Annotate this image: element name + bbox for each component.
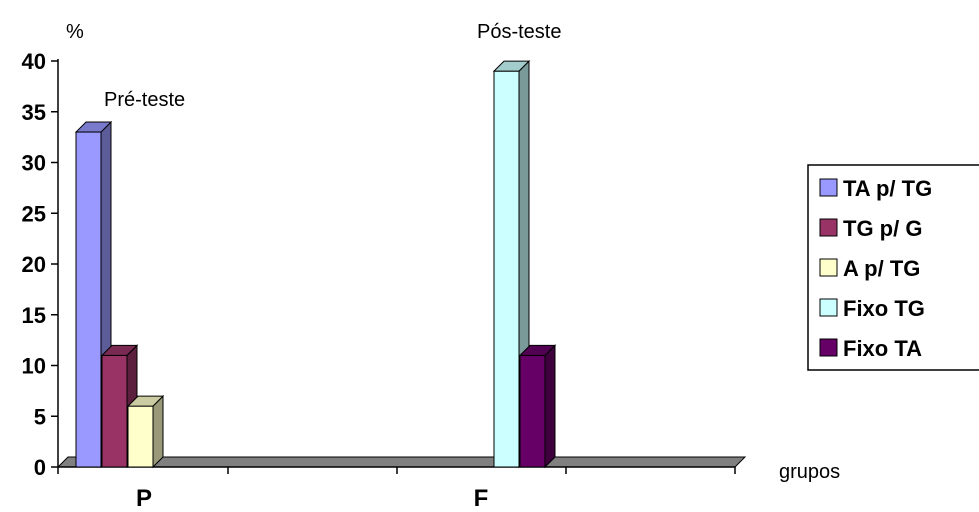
annotation-f: Pós-teste — [477, 21, 561, 43]
legend-swatch-1 — [819, 218, 838, 237]
labels: P F% grupos Pré-teste Pós-teste — [66, 21, 840, 512]
y-tick-label-35: 35 — [22, 100, 46, 125]
legend-label-0: TA p/ TG — [843, 176, 932, 201]
legend-swatch-4 — [819, 338, 838, 357]
axes: 0 5 10 15 20 25 30 35 40 — [22, 49, 736, 480]
legend-label-4: Fixo TA — [843, 336, 922, 361]
x-tick-label-F: F — [474, 485, 489, 512]
x-axis-label: grupos — [779, 461, 840, 483]
x-tick-label-P: P — [136, 485, 152, 512]
y-tick-label-5: 5 — [34, 404, 46, 429]
legend-swatch-3 — [819, 298, 838, 317]
legend-label-1: TG p/ G — [843, 216, 922, 241]
legend-swatch-0 — [819, 178, 838, 197]
legend-swatch-2 — [819, 258, 838, 277]
bar-fixo-ta-F — [518, 344, 557, 469]
legend-label-3: Fixo TG — [843, 296, 925, 321]
y-tick-label-0: 0 — [34, 455, 46, 480]
bar-ta-p-tg-P — [74, 120, 113, 469]
legend-label-2: A p/ TG — [843, 256, 920, 281]
bar-a-p-tg-P — [126, 394, 165, 469]
y-tick-label-40: 40 — [22, 49, 46, 74]
y-tick-label-10: 10 — [22, 354, 46, 379]
y-tick-label-30: 30 — [22, 151, 46, 176]
bars — [74, 59, 557, 469]
annotation-p: Pré-teste — [104, 89, 185, 111]
y-tick-label-25: 25 — [22, 201, 46, 226]
y-axis-label: % — [66, 21, 84, 43]
legend: TA p/ TG TG p/ G A p/ TG Fixo TG Fixo TA — [807, 164, 979, 371]
y-tick-label-15: 15 — [22, 303, 46, 328]
bar-fixo-tg-F — [492, 59, 531, 469]
y-tick-label-20: 20 — [22, 252, 46, 277]
